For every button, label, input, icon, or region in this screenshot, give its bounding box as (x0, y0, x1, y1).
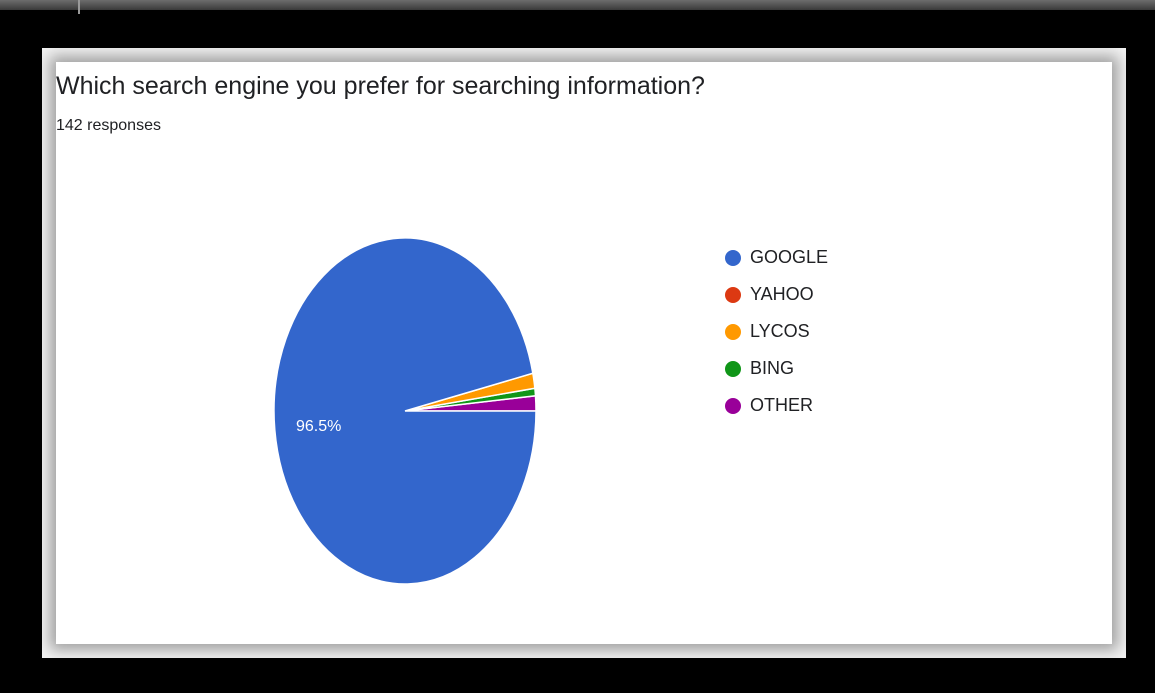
legend-swatch-bing (725, 360, 741, 377)
legend-item-google: GOOGLE (725, 239, 828, 276)
legend-label-google: GOOGLE (750, 247, 829, 267)
window-top-strip (0, 0, 1155, 10)
legend-label-yahoo: YAHOO (750, 284, 814, 304)
legend-swatch-other (725, 397, 741, 414)
window-top-tick (78, 0, 80, 14)
pie-slices (273, 237, 537, 585)
legend-item-bing: BING (725, 350, 828, 387)
pie-slice-google (273, 237, 537, 585)
slice-label-google: 96.5% (296, 418, 341, 435)
legend-item-other: OTHER (725, 387, 828, 424)
legend-swatch-yahoo (725, 286, 741, 303)
chart-legend: GOOGLE YAHOO LYCOS BING OTHER (725, 239, 828, 424)
response-count: 142 responses (56, 117, 161, 134)
legend-label-other: OTHER (750, 395, 813, 415)
legend-label-bing: BING (750, 358, 795, 378)
legend-swatch-lycos (725, 323, 741, 340)
chart-title: Which search engine you prefer for searc… (56, 72, 705, 100)
chart-frame (34, 40, 1134, 666)
legend-item-yahoo: YAHOO (725, 276, 828, 313)
legend-item-lycos: LYCOS (725, 313, 828, 350)
chart-card (56, 62, 1112, 644)
legend-swatch-google (725, 249, 741, 266)
legend-label-lycos: LYCOS (750, 321, 810, 341)
pie-slice-labels: 96.5% (296, 418, 341, 435)
